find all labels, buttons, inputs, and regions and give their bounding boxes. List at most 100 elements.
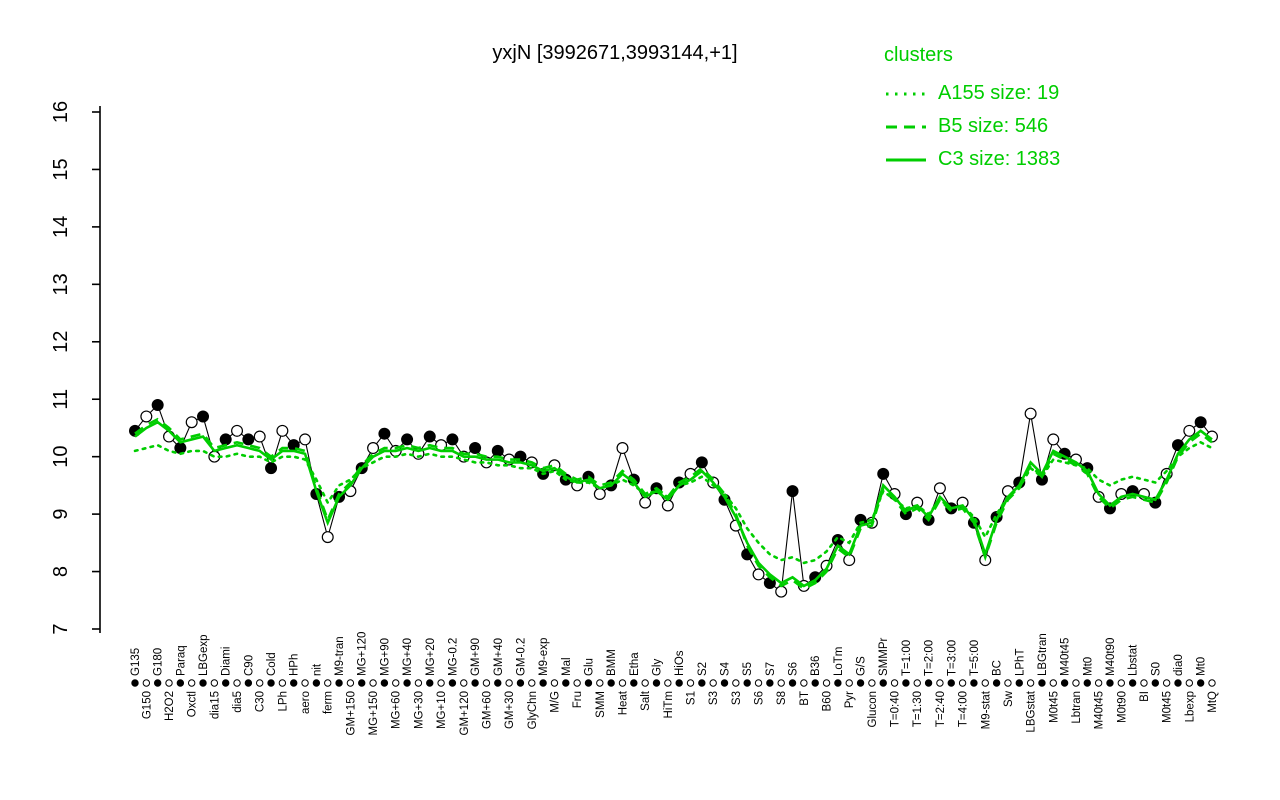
cluster-legend: clusters A155 size: 19 B5 size: 546 C3 s… <box>884 44 1060 176</box>
sample-point <box>242 433 255 446</box>
x-category-label: Sw <box>1003 690 1015 707</box>
x-category-label: Mal <box>561 657 573 676</box>
x-category-label: S7 <box>765 662 777 676</box>
y-tick-label: 8 <box>50 566 72 577</box>
rug-point <box>369 679 377 687</box>
cluster-line-c3 <box>134 420 1213 588</box>
rug-point <box>448 679 457 687</box>
rug-point <box>698 679 706 687</box>
sample-point <box>140 410 153 423</box>
rug-point <box>686 679 695 687</box>
legend-item-a155: A155 size: 19 <box>884 77 1060 110</box>
sample-point <box>469 442 482 455</box>
x-category-label: MG+150 <box>368 691 380 735</box>
x-category-label: T=0:40 <box>890 691 902 727</box>
rug-point <box>426 679 434 687</box>
rug-point <box>777 679 785 687</box>
x-category-label: MG+20 <box>425 638 437 676</box>
rug-point <box>1151 679 1160 687</box>
x-category-label: LBGstat <box>1026 690 1038 732</box>
x-category-label: B60 <box>822 691 834 711</box>
sample-point <box>299 433 312 446</box>
x-category-label: G180 <box>153 648 165 676</box>
rug-point <box>244 679 253 687</box>
x-category-label: GM+30 <box>504 691 516 729</box>
x-category-label: MG+10 <box>436 691 448 729</box>
x-category-label: GM+90 <box>470 638 482 676</box>
rug-point <box>471 679 479 687</box>
dotted-line-icon <box>886 92 926 95</box>
y-tick-label: 9 <box>50 509 72 520</box>
rug-point <box>890 679 899 687</box>
rug-point <box>879 679 887 687</box>
x-category-label: Mt0 <box>1082 657 1094 676</box>
rug-point <box>176 679 185 687</box>
rug-point <box>335 679 343 687</box>
rug-point <box>301 679 309 687</box>
x-category-label: HPh <box>289 654 301 676</box>
rug-point <box>165 679 173 687</box>
rug-point <box>652 679 661 687</box>
rug-point <box>528 679 536 687</box>
x-category-label: S3 <box>731 691 743 705</box>
sample-point <box>446 433 459 446</box>
rug-point <box>936 679 944 687</box>
x-category-label: BC <box>992 660 1004 676</box>
x-category-label: SMM <box>595 691 607 718</box>
sample-point <box>378 427 391 440</box>
rug-point <box>256 679 264 687</box>
rug-point <box>199 679 207 687</box>
sample-point <box>1194 416 1207 429</box>
x-category-label: LBGexp <box>198 634 210 676</box>
sample-point <box>174 442 187 455</box>
x-category-label: BT <box>799 691 811 706</box>
y-tick-label: 10 <box>50 446 72 468</box>
sample-point <box>163 430 176 443</box>
rug-point <box>233 679 241 687</box>
solid-line-icon <box>886 158 926 161</box>
sample-point <box>877 467 890 480</box>
x-category-label: dia5 <box>232 691 244 713</box>
rug-point <box>834 679 842 687</box>
y-tick-label: 13 <box>50 273 72 295</box>
x-category-label: Mt0 <box>1196 657 1208 676</box>
sample-point <box>231 424 244 437</box>
rug-point <box>187 679 196 687</box>
x-category-label: T=1:00 <box>901 640 913 676</box>
sample-point <box>367 442 380 455</box>
x-category-label: S5 <box>742 662 754 676</box>
rug-point <box>902 679 910 687</box>
rug-point <box>562 679 570 687</box>
x-category-label: GM-0.2 <box>515 638 527 676</box>
rug-point <box>641 679 649 687</box>
rug-point <box>743 679 751 687</box>
rug-point <box>460 679 468 687</box>
x-category-label: Salt <box>640 690 652 711</box>
x-category-label: C90 <box>243 655 255 676</box>
x-category-label: aero <box>300 691 312 714</box>
x-category-label: S8 <box>776 691 788 705</box>
rug-point <box>392 679 400 687</box>
cluster-line-a155 <box>133 440 1214 565</box>
x-category-label: Lbstat <box>1128 644 1140 676</box>
x-category-label: HiTm <box>663 691 675 718</box>
dashed-line-icon <box>886 125 926 128</box>
sample-point <box>752 568 765 581</box>
x-category-label: Glucon <box>867 691 879 727</box>
sample-point <box>185 416 198 429</box>
x-category-label: C30 <box>255 691 267 712</box>
x-category-label: MG+60 <box>391 691 403 729</box>
sample-point <box>695 456 708 469</box>
sample-point <box>593 488 606 501</box>
x-category-label: Lbexp <box>1184 691 1196 722</box>
sample-point <box>151 398 164 411</box>
rug-point <box>414 679 423 687</box>
sample-point <box>639 496 652 509</box>
rug-point <box>1094 679 1103 687</box>
rug-point <box>1049 679 1057 687</box>
rug-point <box>1038 679 1046 687</box>
sample-point <box>253 430 266 443</box>
rug-point <box>131 679 139 687</box>
rug-point <box>675 679 683 687</box>
